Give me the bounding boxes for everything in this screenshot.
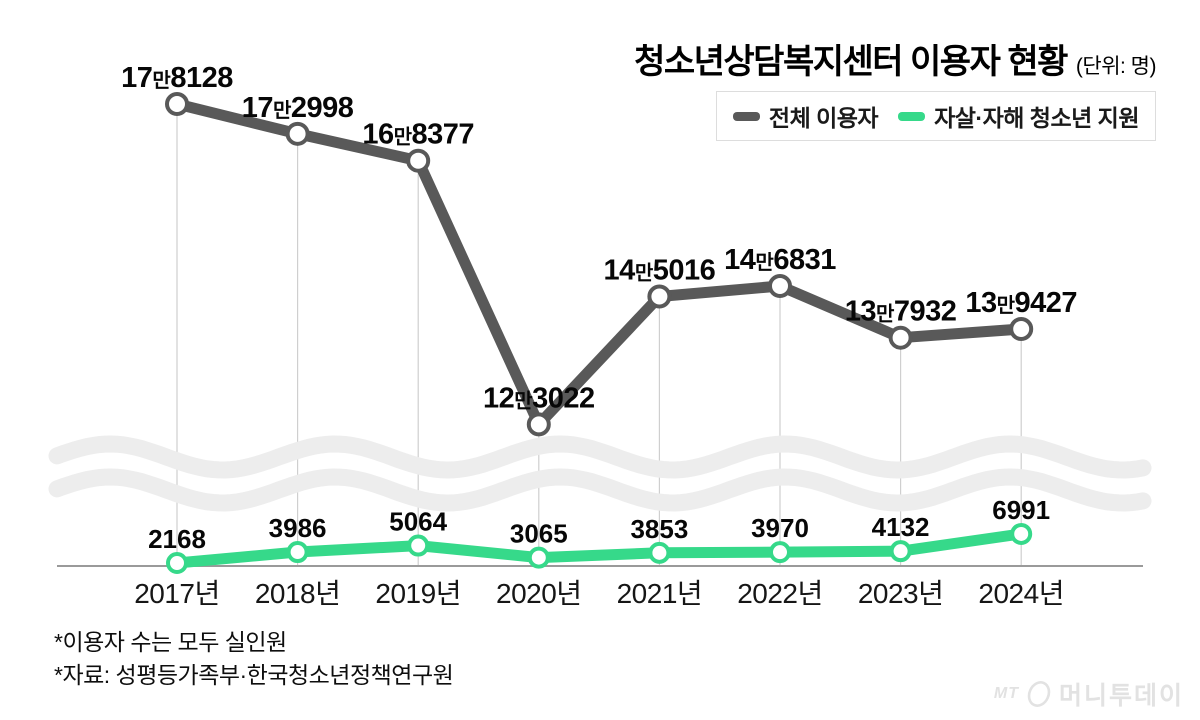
value-label-suicide-selfharm-support: 6991 — [992, 495, 1050, 525]
x-axis-label: 2019년 — [375, 578, 461, 609]
value-label-total-users: 12만3022 — [483, 382, 595, 414]
value-label-digits: 17 — [121, 62, 152, 94]
value-label-suicide-selfharm-support: 5064 — [389, 507, 447, 537]
value-label-total-users: 14만5016 — [604, 255, 716, 287]
legend-label-total-users: 전체 이용자 — [768, 105, 879, 131]
footnote-line: *이용자 수는 모두 실인원 — [54, 629, 287, 655]
axis-break-wave — [48, 468, 1152, 512]
value-label-total-users: 16만8377 — [362, 119, 474, 151]
value-label-digits: 6831 — [773, 244, 836, 276]
x-axis-label: 2018년 — [255, 578, 341, 609]
value-label-digits: 16 — [362, 119, 394, 151]
data-point-suicide-selfharm-support — [407, 534, 430, 557]
value-label-digits: 3022 — [532, 382, 595, 414]
value-label-digits: 8377 — [412, 119, 475, 151]
value-label-suicide-selfharm-support: 3065 — [510, 519, 568, 549]
x-axis-label: 2024년 — [978, 578, 1064, 609]
footnote-line: *자료: 성평등가족부·한국청소년정책연구원 — [54, 661, 454, 688]
x-axis-label: 2017년 — [134, 578, 220, 609]
data-point-suicide-selfharm-support — [166, 552, 188, 574]
legend-item-suicide-selfharm-support: 자살·자해 청소년 지원 — [898, 99, 1139, 133]
data-point-total-users — [526, 412, 551, 437]
value-label-man-unit: 만 — [635, 262, 654, 285]
data-point-suicide-selfharm-support — [527, 546, 550, 569]
value-label-man-unit: 만 — [394, 126, 413, 149]
data-point-total-users — [768, 273, 792, 298]
data-point-total-users — [406, 148, 431, 173]
value-label-total-users: 17만8128 — [121, 62, 233, 94]
value-label-digits: 5016 — [653, 255, 716, 287]
value-label-man-unit: 만 — [514, 389, 533, 412]
data-point-suicide-selfharm-support — [889, 540, 912, 563]
x-axis-label: 2021년 — [617, 578, 703, 609]
value-label-man-unit: 만 — [273, 99, 292, 122]
data-point-suicide-selfharm-support — [1010, 522, 1033, 545]
x-axis-label: 2022년 — [737, 578, 823, 609]
value-label-digits: 2998 — [291, 92, 354, 124]
data-point-total-users — [165, 92, 189, 116]
data-point-suicide-selfharm-support — [769, 541, 791, 564]
data-point-suicide-selfharm-support — [286, 541, 309, 564]
value-label-digits: 13 — [845, 296, 877, 328]
legend-swatch-suicide-selfharm-support — [898, 111, 926, 121]
value-label-digits: 17 — [242, 92, 273, 124]
data-point-suicide-selfharm-support — [648, 541, 671, 564]
value-label-suicide-selfharm-support: 3986 — [269, 513, 327, 543]
value-label-digits: 13 — [965, 287, 997, 319]
legend: 전체 이용자 자살·자해 청소년 지원 — [715, 91, 1156, 141]
value-label-total-users: 13만7932 — [845, 296, 957, 328]
value-label-suicide-selfharm-support: 3970 — [751, 513, 809, 543]
value-label-man-unit: 만 — [755, 251, 774, 274]
axis-break-wave — [48, 435, 1152, 479]
legend-swatch-total-users — [732, 111, 760, 121]
value-label-digits: 14 — [604, 255, 636, 287]
value-label-digits: 12 — [483, 382, 514, 414]
logo-mt-text: MT — [993, 685, 1019, 702]
value-label-digits: 8128 — [170, 62, 233, 94]
value-label-digits: 9427 — [1015, 287, 1078, 319]
series-line-total-users — [171, 98, 1027, 430]
data-point-total-users — [647, 284, 672, 309]
value-label-suicide-selfharm-support: 4132 — [872, 512, 930, 542]
data-point-total-users — [1009, 317, 1034, 342]
value-label-digits: 14 — [724, 244, 756, 276]
value-label-man-unit: 만 — [876, 303, 895, 326]
x-axis-label: 2020년 — [496, 578, 582, 609]
publisher-logo: MT 머니투데이 — [994, 676, 1184, 712]
chart-unit-note: (단위: 명) — [1075, 55, 1157, 78]
value-label-man-unit: 만 — [997, 294, 1016, 317]
data-point-total-users — [888, 325, 913, 350]
value-label-man-unit: 만 — [152, 69, 171, 92]
legend-label-suicide-selfharm-support: 자살·자해 청소년 지원 — [934, 105, 1139, 131]
value-label-total-users: 14만6831 — [724, 244, 836, 276]
value-label-total-users: 17만2998 — [242, 92, 354, 124]
value-label-total-users: 13만9427 — [965, 287, 1077, 319]
series-line-suicide-selfharm-support — [171, 528, 1027, 569]
logo-circle-icon — [1027, 681, 1051, 707]
x-axis-label: 2023년 — [858, 578, 944, 609]
data-point-total-users — [285, 121, 310, 146]
value-label-digits: 7932 — [894, 296, 957, 328]
logo-brand-text: 머니투데이 — [1058, 682, 1184, 710]
value-label-suicide-selfharm-support: 3853 — [630, 514, 688, 544]
value-label-suicide-selfharm-support: 2168 — [148, 524, 206, 554]
chart-title: 청소년상담복지센터 이용자 현황 (단위: 명) — [634, 34, 1156, 83]
footnotes: *이용자 수는 모두 실인원 *자료: 성평등가족부·한국청소년정책연구원 — [54, 626, 454, 691]
chart-title-text: 청소년상담복지센터 이용자 현황 — [634, 43, 1068, 81]
legend-item-total-users: 전체 이용자 — [732, 99, 879, 133]
